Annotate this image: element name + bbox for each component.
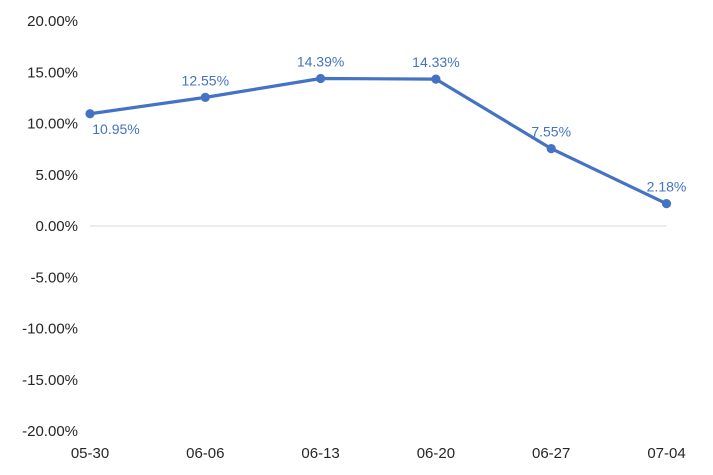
y-tick-label: 0.00% — [35, 218, 78, 235]
y-tick-label: 15.00% — [27, 64, 78, 81]
x-tick-label: 06-13 — [301, 445, 339, 462]
data-point — [85, 109, 95, 119]
data-label: 14.39% — [297, 54, 344, 70]
y-tick-label: 5.00% — [35, 167, 78, 184]
y-axis-labels: 20.00% 15.00% 10.00% 5.00% 0.00% -5.00% -10.00… — [22, 13, 78, 440]
data-label: 14.33% — [412, 54, 459, 70]
x-tick-label: 06-06 — [186, 445, 224, 462]
data-point — [431, 74, 441, 84]
data-point — [661, 199, 672, 209]
y-tick-label: -10.00% — [22, 321, 78, 338]
data-label: 7.55% — [531, 124, 571, 140]
x-tick-label: 06-20 — [417, 445, 455, 462]
x-tick-label: 05-30 — [71, 445, 109, 462]
data-label: 12.55% — [182, 72, 229, 88]
x-tick-label: 06-27 — [532, 445, 570, 462]
data-point — [546, 144, 556, 154]
data-label: 2.18% — [647, 179, 687, 195]
x-axis-labels: 05-30 06-06 06-13 06-20 06-27 07-04 — [71, 445, 686, 462]
x-tick-label: 07-04 — [647, 445, 685, 462]
y-tick-label: -20.00% — [22, 423, 78, 440]
y-tick-label: 10.00% — [27, 116, 78, 133]
y-tick-label: -5.00% — [30, 269, 78, 286]
data-label: 10.95% — [92, 121, 139, 137]
data-point — [316, 73, 326, 84]
data-labels: 10.95% 12.55% 14.39% 14.33% 7.55% 2.18% — [92, 54, 686, 195]
data-points — [85, 73, 672, 209]
data-point — [200, 92, 210, 102]
y-tick-label: -15.00% — [22, 372, 78, 389]
y-tick-label: 20.00% — [27, 13, 78, 30]
series-line — [88, 76, 669, 206]
